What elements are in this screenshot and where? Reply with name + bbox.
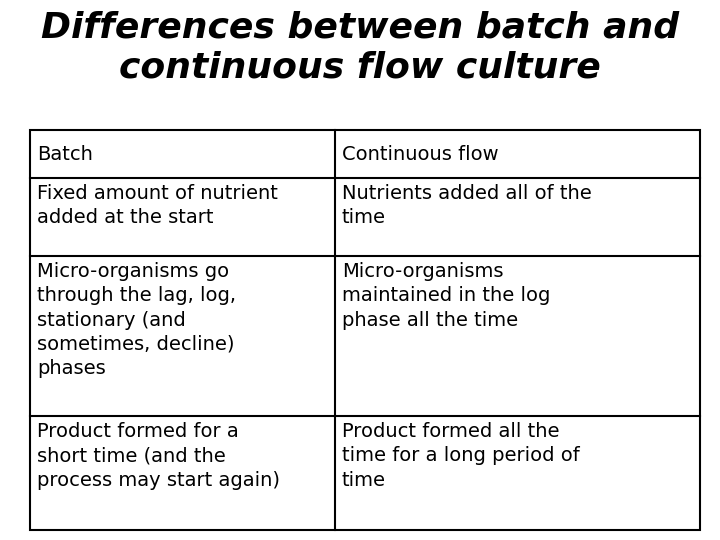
Text: Batch: Batch [37, 145, 93, 164]
Text: Micro-organisms go
through the lag, log,
stationary (and
sometimes, decline)
pha: Micro-organisms go through the lag, log,… [37, 262, 236, 378]
Text: Product formed for a
short time (and the
process may start again): Product formed for a short time (and the… [37, 422, 280, 489]
Text: Nutrients added all of the
time: Nutrients added all of the time [342, 184, 592, 227]
Bar [30, 130, 700, 530]
Text: Product formed all the
time for a long period of
time: Product formed all the time for a long p… [342, 422, 580, 489]
Text: Micro-organisms
maintained in the log
phase all the time: Micro-organisms maintained in the log ph… [342, 262, 550, 329]
Text: Continuous flow: Continuous flow [342, 145, 498, 164]
Text: Fixed amount of nutrient
added at the start: Fixed amount of nutrient added at the st… [37, 184, 278, 227]
Text: Differences between batch and
continuous flow culture: Differences between batch and continuous… [41, 10, 679, 85]
